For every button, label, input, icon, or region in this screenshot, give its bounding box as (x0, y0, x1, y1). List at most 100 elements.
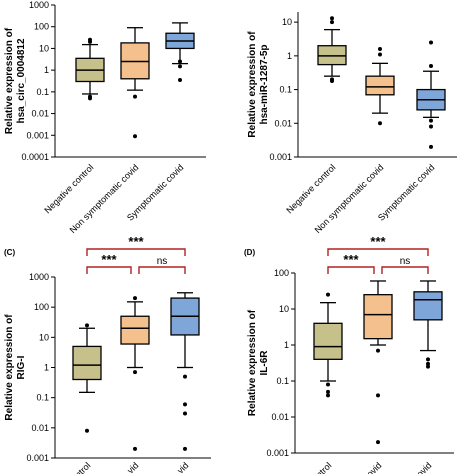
y-tick-label: 0.0001 (21, 152, 49, 162)
x-category-label: ontrol (310, 460, 333, 474)
box-iqr (365, 75, 395, 96)
significance-bracket: ns (138, 256, 186, 274)
box-2 (120, 296, 150, 451)
outlier-point (326, 389, 330, 394)
y-tick-label: 10 (282, 17, 292, 27)
significance-bracket: *** (86, 252, 132, 274)
y-tick-label: 0.01 (271, 412, 289, 422)
significance-label: *** (370, 234, 386, 249)
box-3 (413, 280, 443, 369)
outlier-point (178, 64, 182, 69)
outlier-point (429, 64, 433, 69)
y-tick-label: 0.1 (276, 376, 289, 386)
bracket-line (86, 248, 186, 256)
bracket-line (138, 266, 186, 274)
outlier-point (330, 78, 334, 83)
outlier-point (88, 96, 92, 101)
x-category-label: ovid (365, 460, 384, 474)
box-iqr (72, 345, 102, 381)
outlier-point (183, 402, 187, 407)
panel-label: (C) (4, 248, 15, 257)
y-tick-label: 0.01 (31, 109, 49, 119)
y-tick-label: 1000 (29, 0, 49, 10)
y-axis-title-line1: Relative expression of (4, 27, 15, 134)
chart-panel-2: 0.001 0.01 0.1 1 10 Relative expression of hsa… (247, 12, 457, 235)
outlier-point (378, 52, 382, 57)
box-2 (120, 27, 150, 139)
y-tick-label: 0.001 (26, 130, 49, 140)
outlier-point (378, 121, 382, 126)
y-tick-label: 0.1 (36, 87, 49, 97)
significance-bracket: *** (86, 234, 186, 256)
y-tick-label: 0.001 (266, 448, 289, 458)
bracket-line (381, 266, 429, 274)
y-tick-label: 0.001 (26, 453, 49, 463)
significance-bracket: *** (327, 234, 429, 256)
panel-label: (D) (244, 248, 255, 257)
significance-label: *** (101, 252, 117, 267)
outlier-point (183, 446, 187, 451)
box-1 (317, 16, 347, 83)
outlier-point (376, 348, 380, 353)
y-axis-title-line2: RIG-I (16, 355, 27, 379)
y-tick-label: 0.001 (269, 152, 292, 162)
y-tick-label: 1 (284, 340, 289, 350)
outlier-point (426, 361, 430, 366)
outlier-point (133, 296, 137, 301)
chart-panel-1: 0.0001 0.001 0.01 0.1 1 10 100 1000 Relative exp… (4, 0, 206, 235)
box-1 (72, 323, 102, 433)
bracket-line (327, 266, 375, 274)
significance-label: ns (157, 256, 168, 267)
outlier-point (178, 59, 182, 64)
outlier-point (178, 78, 182, 83)
y-tick-label: 10 (39, 332, 49, 342)
y-axis-title-line2: hsa-miR-1287-5p (259, 44, 270, 124)
box-iqr (413, 291, 443, 321)
outlier-point (330, 16, 334, 21)
y-axis-title-line1: Relative expression of (247, 31, 258, 138)
y-tick-label: 1 (287, 51, 292, 61)
outlier-point (133, 94, 137, 99)
significance-label: *** (128, 234, 144, 249)
box-2 (363, 280, 393, 445)
outlier-point (133, 370, 137, 375)
outlier-point (378, 46, 382, 51)
significance-label: *** (343, 252, 359, 267)
bracket-line (327, 248, 429, 256)
box-iqr (363, 294, 393, 340)
box-1 (313, 292, 343, 398)
y-tick-label: 10 (279, 304, 289, 314)
y-axis-title-line2: IL-6R (259, 350, 270, 376)
outlier-point (429, 124, 433, 129)
outlier-point (326, 393, 330, 398)
outlier-point (426, 364, 430, 369)
outlier-point (183, 374, 187, 379)
outlier-point (85, 323, 89, 328)
box-2 (365, 46, 395, 126)
x-category-label: Symptomatic covid (376, 162, 436, 222)
outlier-point (326, 382, 330, 387)
outlier-point (133, 134, 137, 139)
y-tick-label: 0.1 (36, 393, 49, 403)
y-tick-label: 10 (39, 43, 49, 53)
outlier-point (429, 118, 433, 123)
outlier-point (88, 37, 92, 42)
significance-bracket: ns (381, 256, 429, 274)
y-tick-label: 1 (44, 363, 49, 373)
y-tick-label: 0.01 (274, 118, 292, 128)
significance-label: ns (400, 256, 411, 267)
outlier-point (183, 411, 187, 416)
outlier-point (376, 393, 380, 398)
y-axis-title-line1: Relative expression of (247, 309, 258, 416)
y-axis-title-line2: hsa_circ_0004812 (16, 38, 27, 124)
y-tick-label: 100 (274, 268, 289, 278)
y-tick-label: 100 (34, 302, 49, 312)
chart-panel-4: 0.001 0.01 0.1 1 10 100 Relative expression of… (244, 234, 454, 474)
bracket-line (86, 266, 132, 274)
significance-bracket: *** (327, 252, 375, 274)
box-3 (416, 40, 446, 149)
chart-panel-3: 0.001 0.01 0.1 1 10 100 1000 Relative expressio… (4, 234, 211, 474)
outlier-point (85, 428, 89, 433)
x-category-label: ovid (415, 460, 434, 474)
y-tick-label: 0.01 (31, 423, 49, 433)
